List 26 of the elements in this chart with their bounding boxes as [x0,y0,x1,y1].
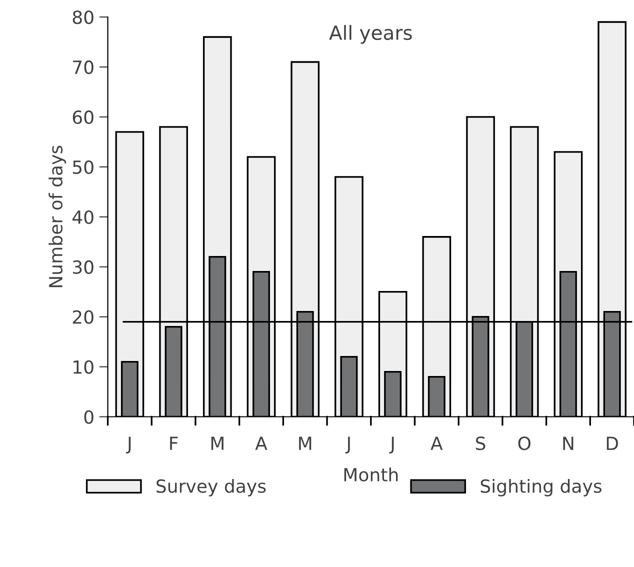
x-tick-label: S [476,436,486,450]
x-tick-label: M [211,436,224,450]
x-tick-label: J [126,436,131,454]
x-tick-label: M [299,436,312,450]
y-axis-title: Number of days [48,146,66,288]
x-tick-label: N [563,436,574,450]
x-tick-label: O [518,436,530,450]
x-tick-label: A [430,436,443,450]
legend-label: Survey days [156,478,266,496]
y-tick-label: 40 [72,210,94,224]
x-tick-label: J [389,436,394,454]
legend-label: Sighting days [480,478,602,496]
x-tick-label: A [255,436,268,450]
y-tick-label: 0 [84,410,94,424]
y-tick-label: 20 [72,310,94,324]
y-tick-label: 70 [73,60,94,74]
y-tick-label: 50 [73,160,94,174]
y-tick-label: 60 [72,110,94,124]
y-tick-label: 10 [74,360,94,374]
x-axis-title: Month [344,468,398,482]
chart-title: All years [329,25,412,44]
y-tick-label: 80 [72,10,94,24]
x-tick-label: F [170,436,178,450]
x-tick-label: J [345,436,350,454]
y-tick-label: 30 [72,260,94,274]
x-tick-label: D [606,436,618,450]
